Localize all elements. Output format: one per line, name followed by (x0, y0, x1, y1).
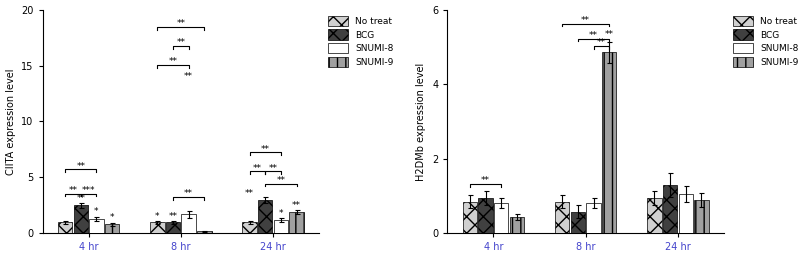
Bar (181, 214, 196, 233)
Bar (571, 212, 585, 233)
Text: *: * (155, 212, 160, 221)
Text: **: ** (185, 72, 193, 81)
Text: **: ** (581, 16, 590, 25)
Text: **: ** (69, 186, 77, 195)
Bar (258, 200, 272, 233)
Bar (494, 203, 509, 233)
Bar (58, 222, 73, 233)
Text: **: ** (168, 212, 177, 221)
Text: *: * (279, 209, 283, 218)
Bar (289, 212, 304, 233)
Bar (274, 220, 289, 233)
Text: **: ** (177, 19, 185, 28)
Bar (197, 231, 212, 233)
Legend: No treat, BCG, SNUMI-8, SNUMI-9: No treat, BCG, SNUMI-8, SNUMI-9 (326, 14, 396, 69)
Y-axis label: H2DMb expression level: H2DMb expression level (417, 62, 426, 181)
Bar (602, 52, 617, 233)
Text: **: ** (77, 194, 85, 203)
Legend: No treat, BCG, SNUMI-8, SNUMI-9: No treat, BCG, SNUMI-8, SNUMI-9 (731, 14, 800, 69)
Text: **: ** (168, 58, 177, 66)
Text: **: ** (292, 201, 301, 210)
Text: **: ** (604, 30, 613, 39)
Text: **: ** (268, 164, 277, 173)
Text: **: ** (177, 38, 185, 47)
Bar (479, 198, 492, 233)
Bar (166, 222, 181, 233)
Bar (647, 198, 662, 233)
Bar (694, 200, 708, 233)
Bar (509, 217, 524, 233)
Text: **: ** (481, 176, 490, 186)
Bar (663, 185, 677, 233)
Bar (586, 203, 600, 233)
Text: **: ** (589, 31, 598, 40)
Text: **: ** (597, 38, 606, 47)
Bar (73, 205, 88, 233)
Text: **: ** (245, 189, 254, 198)
Bar (463, 202, 477, 233)
Text: **: ** (261, 145, 270, 154)
Text: ***: *** (82, 186, 95, 195)
Bar (89, 219, 104, 233)
Text: **: ** (185, 189, 193, 198)
Text: **: ** (276, 176, 285, 185)
Bar (150, 222, 164, 233)
Text: *: * (110, 213, 114, 222)
Bar (105, 224, 119, 233)
Text: *: * (94, 207, 98, 216)
Text: **: ** (77, 162, 85, 171)
Bar (243, 222, 257, 233)
Text: **: ** (253, 164, 262, 173)
Y-axis label: CIITA expression level: CIITA expression level (6, 68, 15, 175)
Bar (555, 202, 569, 233)
Bar (679, 194, 693, 233)
